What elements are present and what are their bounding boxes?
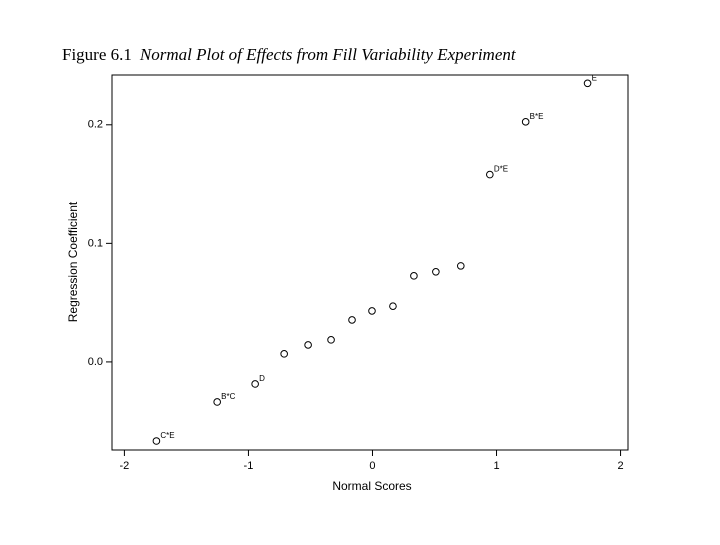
point [389,302,397,310]
point [583,79,592,88]
point [213,398,221,406]
point [410,272,418,280]
y-axis-label: Regression Coefficient [66,201,80,322]
point [280,350,288,358]
chart-title-group: Figure 6.1 Normal Plot of Effects from Fi… [62,45,517,64]
point-label: E [592,73,597,82]
y-tick-label: 0.2 [88,119,103,131]
point [251,380,259,388]
point-label: B*E [530,112,544,121]
plot-frame [111,74,629,451]
x-tick-label: 2 [617,460,623,472]
point-label: D*E [494,165,508,174]
figure-label: Figure 6.1 [62,45,132,64]
x-tick-label: 0 [369,460,375,472]
y-tick-label: 0.0 [88,356,103,368]
point [368,307,376,315]
point [348,316,356,324]
point [456,262,465,270]
point-label: D [259,374,265,383]
y-tick-label: 0.1 [88,237,103,249]
x-axis-label: Normal Scores [332,479,411,493]
point [432,268,440,276]
point [152,437,161,445]
x-tick-label: 1 [493,460,499,472]
x-tick-label: -1 [244,460,254,472]
point [486,170,494,179]
point [327,336,335,344]
chart-title: Normal Plot of Effects from Fill Variabi… [139,45,517,64]
x-tick-label: -2 [120,460,130,472]
point-label: C*E [160,431,174,440]
point [521,118,530,126]
point-label: B*C [221,392,235,401]
point [304,341,312,349]
